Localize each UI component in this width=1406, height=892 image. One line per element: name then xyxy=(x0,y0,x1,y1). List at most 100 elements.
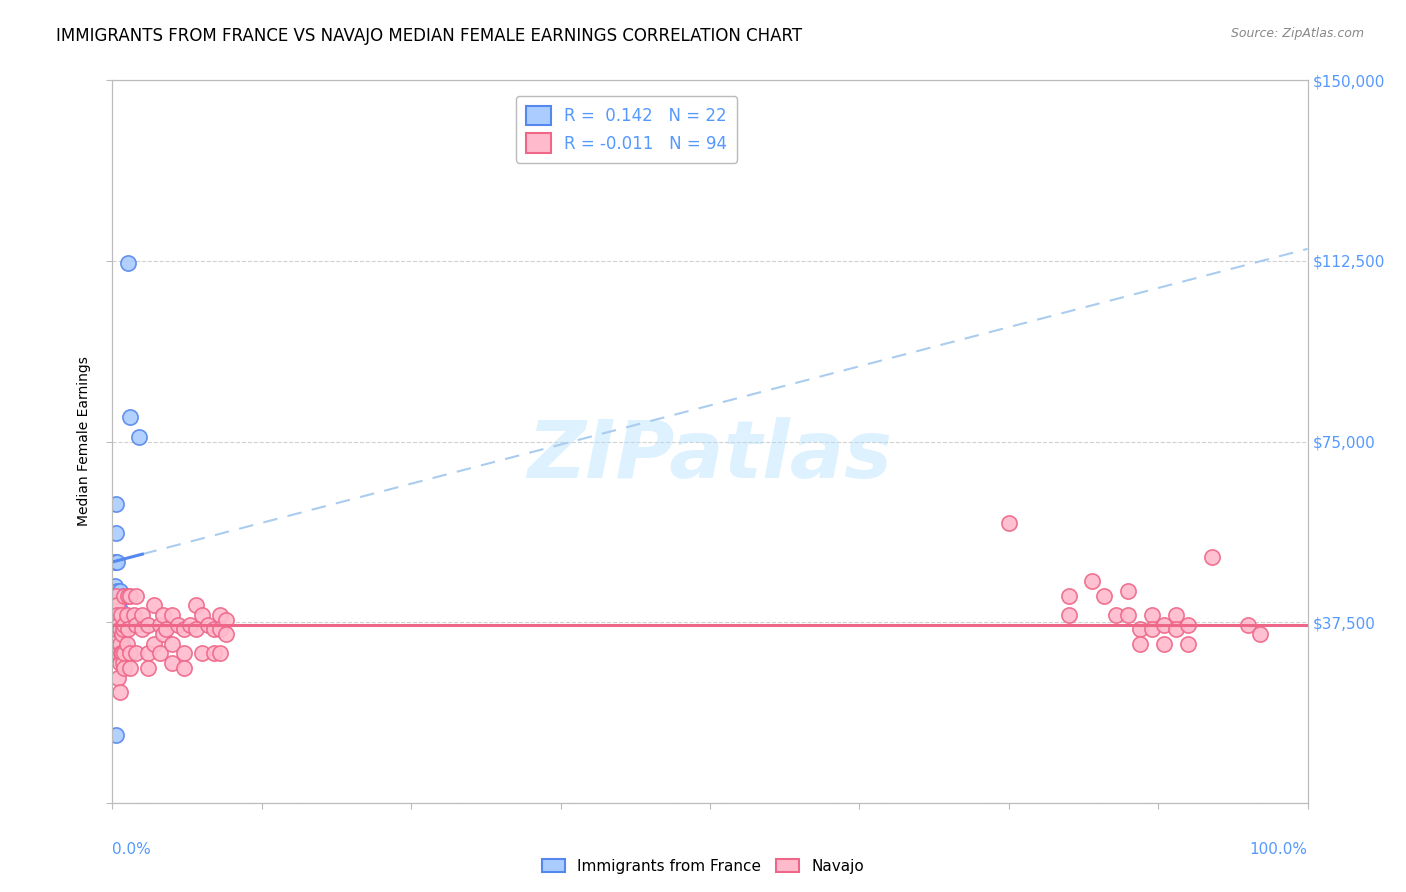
Point xyxy=(114,661,135,675)
Point xyxy=(162,607,183,622)
Point xyxy=(998,516,1021,531)
Point xyxy=(186,623,208,637)
Point xyxy=(105,593,128,607)
Point xyxy=(138,661,160,675)
Point xyxy=(107,671,129,685)
Point xyxy=(111,647,134,661)
Text: 0.0%: 0.0% xyxy=(112,842,152,856)
Point xyxy=(202,623,225,637)
Text: 100.0%: 100.0% xyxy=(1250,842,1308,856)
Point xyxy=(197,617,219,632)
Point xyxy=(103,623,125,637)
Point xyxy=(105,607,128,622)
Point xyxy=(104,555,127,569)
Point xyxy=(110,607,132,622)
Point xyxy=(103,593,125,607)
Point xyxy=(105,623,128,637)
Point xyxy=(143,637,166,651)
Legend: R =  0.142   N = 22, R = -0.011   N = 94: R = 0.142 N = 22, R = -0.011 N = 94 xyxy=(516,95,737,162)
Point xyxy=(215,627,238,641)
Point xyxy=(120,589,142,603)
Point xyxy=(114,589,135,603)
Point xyxy=(108,637,131,651)
Point xyxy=(1105,607,1128,622)
Point xyxy=(209,623,232,637)
Point xyxy=(114,647,135,661)
Point xyxy=(1166,623,1188,637)
Point xyxy=(155,623,177,637)
Point xyxy=(105,599,128,613)
Point xyxy=(209,607,232,622)
Point xyxy=(120,661,142,675)
Point xyxy=(120,410,142,425)
Point xyxy=(105,555,128,569)
Point xyxy=(122,607,145,622)
Point xyxy=(173,647,195,661)
Y-axis label: Median Female Earnings: Median Female Earnings xyxy=(77,357,91,526)
Point xyxy=(1249,627,1271,641)
Point xyxy=(162,637,183,651)
Text: ZIPatlas: ZIPatlas xyxy=(527,417,893,495)
Point xyxy=(1166,607,1188,622)
Point xyxy=(108,685,131,699)
Point xyxy=(105,728,128,742)
Point xyxy=(1177,617,1199,632)
Point xyxy=(125,617,148,632)
Point xyxy=(173,623,195,637)
Point xyxy=(1118,607,1140,622)
Point xyxy=(191,607,214,622)
Point xyxy=(105,641,128,656)
Point xyxy=(1237,617,1260,632)
Point xyxy=(103,607,125,622)
Point xyxy=(1081,574,1104,589)
Point xyxy=(115,637,138,651)
Point xyxy=(117,623,139,637)
Point xyxy=(215,613,238,627)
Point xyxy=(117,256,139,270)
Point xyxy=(1153,637,1175,651)
Point xyxy=(107,599,129,613)
Point xyxy=(191,647,214,661)
Point xyxy=(209,647,232,661)
Point xyxy=(108,583,131,598)
Point xyxy=(105,623,128,637)
Point xyxy=(173,661,195,675)
Point xyxy=(114,617,135,632)
Point xyxy=(186,599,208,613)
Point xyxy=(107,623,129,637)
Point xyxy=(110,647,132,661)
Point xyxy=(1118,583,1140,598)
Point xyxy=(125,589,148,603)
Point xyxy=(1153,617,1175,632)
Point xyxy=(162,656,183,670)
Point xyxy=(1177,637,1199,651)
Point xyxy=(108,603,131,617)
Point xyxy=(104,579,127,593)
Legend: Immigrants from France, Navajo: Immigrants from France, Navajo xyxy=(536,853,870,880)
Point xyxy=(1142,623,1164,637)
Point xyxy=(1142,607,1164,622)
Point xyxy=(111,637,134,651)
Point xyxy=(105,589,128,603)
Point xyxy=(112,589,135,603)
Point xyxy=(152,627,174,641)
Point xyxy=(131,623,153,637)
Point xyxy=(167,617,190,632)
Point xyxy=(112,656,135,670)
Point xyxy=(108,656,131,670)
Point xyxy=(143,599,166,613)
Point xyxy=(105,497,128,511)
Point xyxy=(107,617,129,632)
Point xyxy=(104,632,127,646)
Point xyxy=(202,647,225,661)
Point xyxy=(128,430,150,444)
Point xyxy=(115,607,138,622)
Point xyxy=(1129,623,1152,637)
Point xyxy=(112,623,135,637)
Point xyxy=(107,647,129,661)
Text: IMMIGRANTS FROM FRANCE VS NAVAJO MEDIAN FEMALE EARNINGS CORRELATION CHART: IMMIGRANTS FROM FRANCE VS NAVAJO MEDIAN … xyxy=(56,27,803,45)
Point xyxy=(1057,589,1080,603)
Point xyxy=(1094,589,1116,603)
Point xyxy=(117,589,139,603)
Point xyxy=(120,647,142,661)
